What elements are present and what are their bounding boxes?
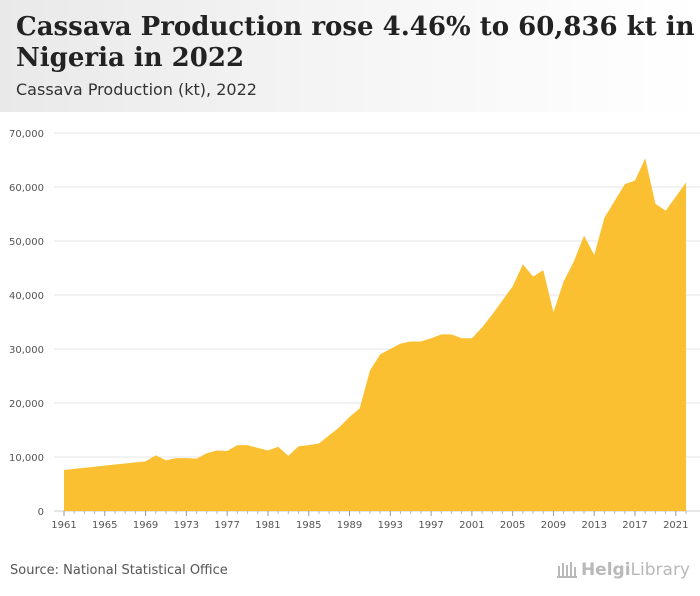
- logo-word-helgi: Helgi: [580, 560, 631, 580]
- y-tick-label: 20,000: [9, 399, 44, 410]
- y-tick-label: 50,000: [9, 237, 44, 248]
- x-tick-label: 2013: [582, 520, 607, 531]
- y-tick-label: 60,000: [9, 183, 44, 194]
- header-band: Cassava Production rose 4.46% to 60,836 …: [0, 0, 700, 112]
- source-note: Source: National Statistical Office: [10, 563, 228, 578]
- logo-word-library: Library: [630, 560, 690, 580]
- x-tick-label: 1981: [255, 520, 280, 531]
- x-tick-label: 1997: [418, 520, 443, 531]
- x-tick-label: 1985: [296, 520, 321, 531]
- helgi-library-logo[interactable]: HelgiLibrary: [556, 560, 690, 580]
- x-tick-label: 1973: [174, 520, 199, 531]
- y-tick-label: 0: [38, 507, 44, 518]
- x-tick-label: 2001: [459, 520, 484, 531]
- x-tick-label: 2021: [663, 520, 688, 531]
- x-tick-label: 1965: [92, 520, 117, 531]
- y-tick-label: 70,000: [9, 129, 44, 140]
- library-columns-icon: [556, 562, 577, 578]
- x-tick-label: 1977: [214, 520, 239, 531]
- x-tick-label: 1969: [133, 520, 158, 531]
- chart-subtitle: Cassava Production (kt), 2022: [16, 80, 257, 99]
- area-chart: 0 10,000 20,000 30,000 40,000 50,000 60,000 70,…: [9, 129, 700, 531]
- x-tick-label: 1989: [337, 520, 362, 531]
- page-title: Cassava Production rose 4.46% to 60,836 …: [16, 12, 695, 73]
- y-tick-label: 10,000: [9, 453, 44, 464]
- y-tick-label: 40,000: [9, 291, 44, 302]
- x-tick-label: 2009: [541, 520, 566, 531]
- x-tick-label: 2005: [500, 520, 525, 531]
- production-area: [64, 158, 686, 511]
- x-tick-label: 1993: [378, 520, 403, 531]
- x-tick-label: 2017: [622, 520, 647, 531]
- x-tick-label: 1961: [51, 520, 76, 531]
- y-tick-label: 30,000: [9, 345, 44, 356]
